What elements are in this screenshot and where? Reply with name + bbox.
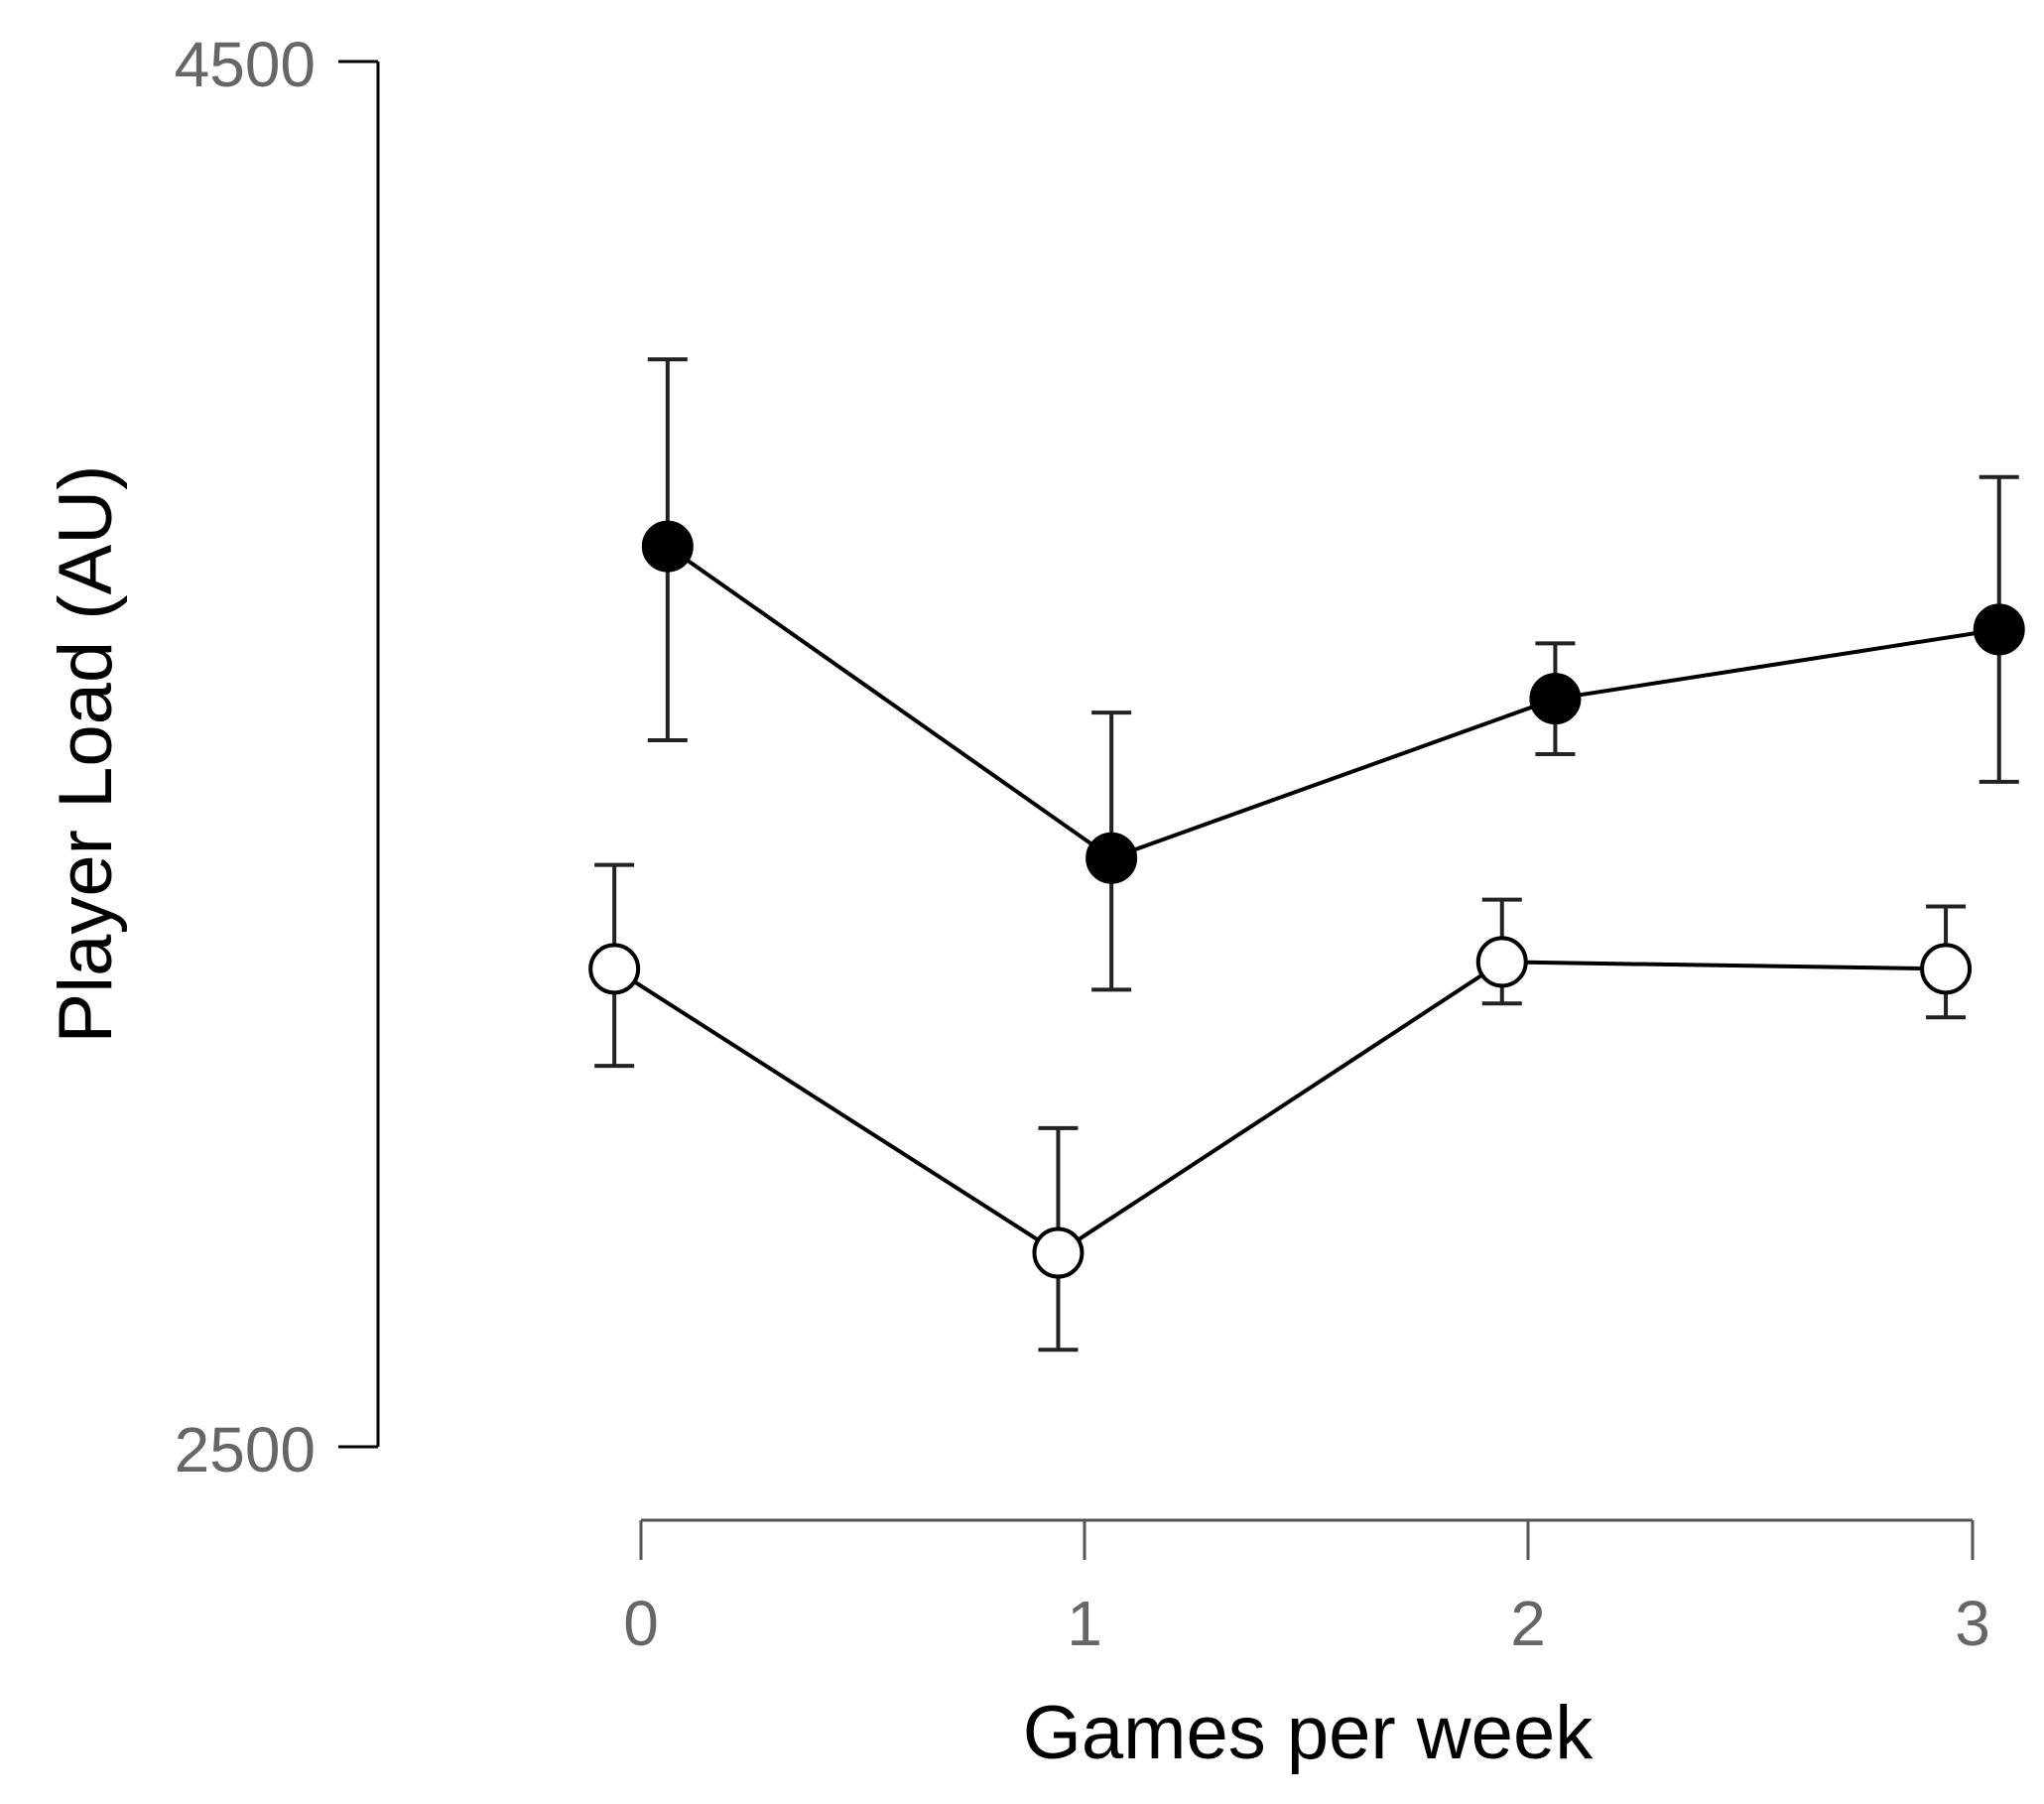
series-2-point-2 [1475, 936, 1528, 988]
series-2-line [613, 960, 1947, 1255]
x-tick-label-2: 2 [1510, 1588, 1546, 1659]
x-tick-label-3: 3 [1955, 1588, 1990, 1659]
x-axis-title: Games per week [1023, 1691, 1594, 1775]
series-2-point-1 [1032, 1226, 1085, 1279]
series-1-point-2 [1529, 673, 1582, 725]
series-1-point-1 [1086, 832, 1138, 884]
y-axis-title: Player Load (AU) [44, 465, 128, 1044]
y-tick-label-top: 4500 [175, 29, 316, 100]
y-tick-label-bottom: 2500 [175, 1414, 316, 1485]
x-axis: 0 1 2 3 [623, 1518, 1990, 1659]
series-1-line [666, 544, 2000, 860]
series-1-point-0 [641, 520, 694, 573]
series-1-point-3 [1973, 603, 2025, 656]
series-2-point-3 [1920, 943, 1973, 995]
plot-area [588, 357, 2025, 1353]
series-2-point-0 [588, 943, 641, 995]
y-axis: 4500 2500 [175, 29, 380, 1485]
x-tick-label-0: 0 [623, 1588, 659, 1659]
x-tick-label-1: 1 [1067, 1588, 1102, 1659]
